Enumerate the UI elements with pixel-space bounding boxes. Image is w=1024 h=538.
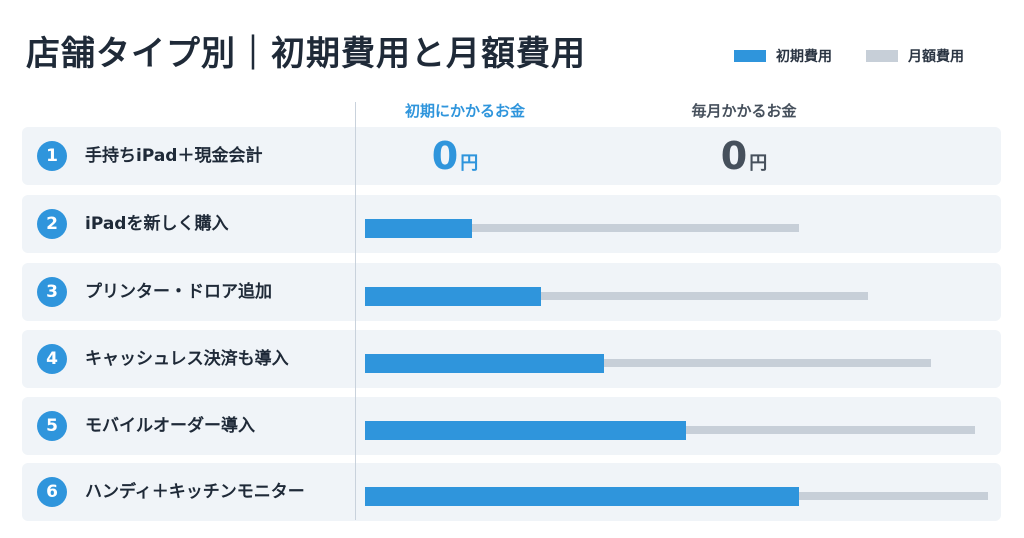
legend: 初期費用 月額費用 xyxy=(734,46,964,66)
zero-value-unit: 円 xyxy=(460,153,479,174)
bar-initial xyxy=(365,421,686,440)
category-label: キャッシュレス決済も導入 xyxy=(85,349,289,369)
bar-monthly xyxy=(365,359,932,367)
zero-value-number: 0 xyxy=(431,134,459,178)
chart-row: 1 手持ちiPad＋現金会計 0 円 0 円 xyxy=(22,127,1001,185)
bar-initial xyxy=(365,487,799,506)
legend-item-monthly: 月額費用 xyxy=(866,46,964,66)
category-label: プリンター・ドロア追加 xyxy=(85,282,272,302)
bar-initial xyxy=(365,287,542,306)
column-header-initial: 初期にかかるお金 xyxy=(404,102,526,120)
legend-label-monthly: 月額費用 xyxy=(908,49,964,65)
bar-monthly xyxy=(365,224,799,232)
axis-divider xyxy=(355,102,356,520)
row-number-badge: 5 xyxy=(37,411,67,441)
category-label: iPadを新しく購入 xyxy=(85,214,229,234)
row-number-badge: 6 xyxy=(37,477,67,507)
chart-row: 5 モバイルオーダー導入 xyxy=(22,397,1001,455)
zero-value-number: 0 xyxy=(720,134,748,178)
row-number-badge: 3 xyxy=(37,277,67,307)
chart-row: 3 プリンター・ドロア追加 xyxy=(22,263,1001,321)
legend-label-initial: 初期費用 xyxy=(776,49,832,65)
category-label: モバイルオーダー導入 xyxy=(85,416,255,436)
chart-row: 6 ハンディ＋キッチンモニター xyxy=(22,463,1001,521)
row-number-badge: 4 xyxy=(37,344,67,374)
legend-swatch-initial xyxy=(734,50,766,62)
zero-value-unit: 円 xyxy=(749,153,768,174)
bar-monthly xyxy=(365,292,869,300)
bar-initial xyxy=(365,219,472,238)
row-number-badge: 1 xyxy=(37,141,67,171)
row-number-badge: 2 xyxy=(37,209,67,239)
legend-item-initial: 初期費用 xyxy=(734,46,832,66)
column-header-monthly: 毎月かかるお金 xyxy=(691,102,797,120)
chart-row: 2 iPadを新しく購入 xyxy=(22,195,1001,253)
bar-initial xyxy=(365,354,605,373)
category-label: ハンディ＋キッチンモニター xyxy=(85,482,305,502)
chart-title: 店舗タイプ別｜初期費用と月額費用 xyxy=(26,34,586,74)
legend-swatch-monthly xyxy=(866,50,898,62)
chart-row: 4 キャッシュレス決済も導入 xyxy=(22,330,1001,388)
category-label: 手持ちiPad＋現金会計 xyxy=(85,146,263,166)
